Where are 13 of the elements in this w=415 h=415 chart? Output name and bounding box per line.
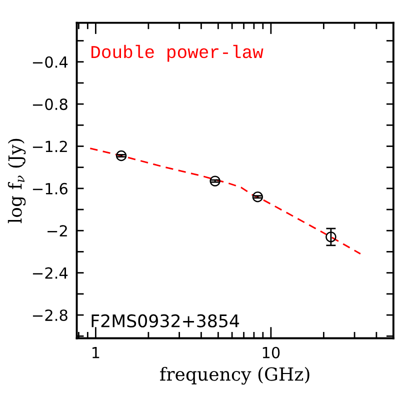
y-tick-label: −0.4 [32, 56, 68, 68]
x-tick-label: 1 [92, 347, 100, 358]
y-tick-label: −2.4 [32, 267, 68, 279]
y-tick-label: −1.2 [32, 140, 67, 152]
text: Double power-law [92, 44, 264, 62]
y-tick-label: −2.8 [32, 309, 68, 322]
x-axis-title: frequency (GHz) [160, 366, 310, 385]
y-axis-title: log f$_{ν}$ (Jy) [8, 138, 26, 224]
annotation: F2MS0932+3854 [92, 314, 240, 328]
y-tick-label: −0.8 [32, 98, 68, 110]
y-tick-label: −1.6 [32, 182, 68, 194]
x-tick-label: 10 [262, 346, 280, 358]
y-tick-label: −2 [48, 225, 67, 236]
